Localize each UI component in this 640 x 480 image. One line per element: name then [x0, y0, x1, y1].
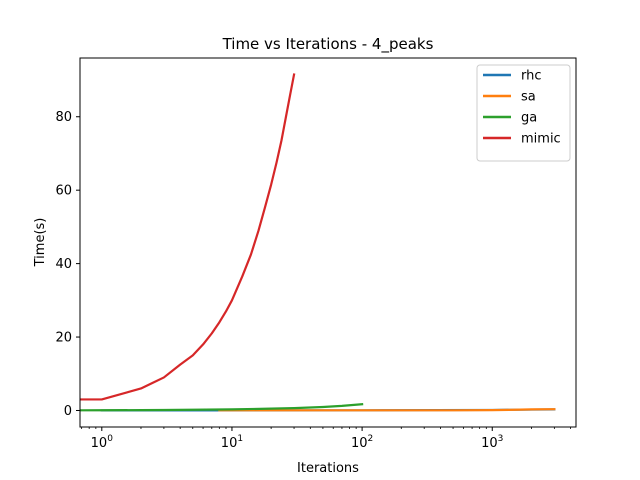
- legend-label-sa: sa: [521, 90, 536, 105]
- series-lines: [80, 73, 556, 412]
- y-tick-label: 60: [55, 184, 72, 199]
- series-line-ga: [80, 403, 364, 412]
- y-tick-label: 20: [55, 331, 72, 346]
- chart-title: Time vs Iterations - 4_peaks: [222, 35, 434, 54]
- plot-area: [79, 57, 577, 428]
- x-axis-label: Iterations: [297, 461, 359, 476]
- series-line-sa: [218, 408, 556, 412]
- series-line-mimic: [80, 73, 296, 401]
- y-axis-label: Time(s): [33, 218, 48, 268]
- y-tick-label: 80: [55, 110, 72, 125]
- legend-label-mimic: mimic: [521, 132, 561, 147]
- legend-label-rhc: rhc: [521, 69, 542, 84]
- legend: rhc sa ga mimic: [476, 64, 571, 162]
- y-axis-ticks: 0 20 40 60 80: [55, 110, 80, 419]
- y-tick-label: 0: [64, 404, 72, 419]
- legend-label-ga: ga: [521, 111, 537, 126]
- y-tick-label: 40: [55, 257, 72, 272]
- axes-frame: [79, 57, 577, 428]
